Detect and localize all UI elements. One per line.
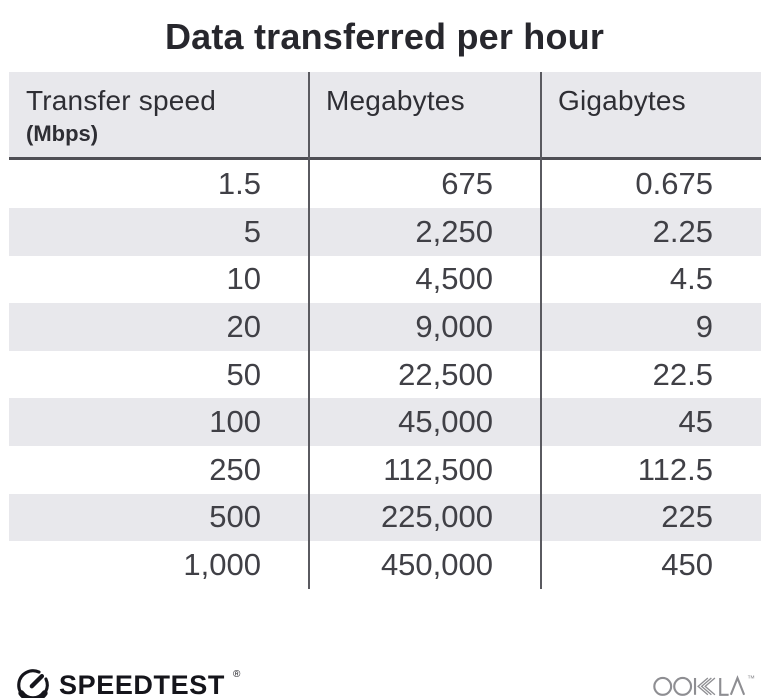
column-header-label: Transfer speed xyxy=(26,85,217,117)
table-cell: 45 xyxy=(678,404,713,440)
table-cell: 250 xyxy=(209,451,261,487)
table-cell: 5 xyxy=(243,213,261,249)
table-cell: 50 xyxy=(226,356,261,392)
table-cell: 500 xyxy=(209,499,261,535)
table-cell: 0.675 xyxy=(635,166,713,202)
table-cell: 22.5 xyxy=(652,356,713,392)
chart-title: Data transferred per hour xyxy=(164,16,605,57)
speedtest-wordmark: SPEEDTEST xyxy=(59,669,225,698)
table-cell: 10 xyxy=(226,261,261,297)
table-cell: 1,000 xyxy=(183,546,261,582)
table-row: 1,000 450,000 450 xyxy=(9,541,761,589)
column-header-label: Gigabytes xyxy=(558,85,686,117)
table-row: 50 22,500 22.5 xyxy=(9,351,761,399)
table-cell: 450,000 xyxy=(380,546,493,582)
table-cell: 112,500 xyxy=(383,451,493,487)
table-cell: 225,000 xyxy=(380,499,493,535)
table-cell: 100 xyxy=(209,404,261,440)
table-row: 1.5 675 0.675 xyxy=(9,160,761,208)
table-cell: 675 xyxy=(441,166,493,202)
table-row: 5 2,250 2.25 xyxy=(9,207,761,256)
table-cell: 4,500 xyxy=(415,261,493,297)
column-divider xyxy=(308,72,310,590)
ookla-logo: ™ xyxy=(653,673,755,698)
table-cell: 2.25 xyxy=(652,213,713,249)
speedtest-gauge-icon xyxy=(17,669,49,698)
table-cell: 112.5 xyxy=(637,451,713,487)
table-cell: 9 xyxy=(695,308,713,344)
trademark-icon: ™ xyxy=(747,673,755,683)
speedtest-logo: SPEEDTEST ® xyxy=(14,666,240,698)
column-header-megabytes: Megabytes xyxy=(309,72,541,157)
infographic: Data transferred per hour Transfer speed… xyxy=(0,16,769,698)
registered-trademark-icon: ® xyxy=(232,669,241,680)
table-row: 20 9,000 9 xyxy=(9,303,761,351)
column-header-gigabytes: Gigabytes xyxy=(541,72,761,157)
table-cell: 20 xyxy=(226,308,261,344)
table-header-row: Transfer speed (Mbps) Megabytes Gigabyte… xyxy=(9,72,761,161)
table-cell: 1.5 xyxy=(217,166,261,202)
ookla-wordmark-icon xyxy=(653,674,745,696)
table-cell: 4.5 xyxy=(669,261,713,297)
column-header-unit: (Mbps) xyxy=(26,121,99,147)
data-table: Transfer speed (Mbps) Megabytes Gigabyte… xyxy=(9,72,761,590)
table-row: 250 112,500 112.5 xyxy=(9,446,761,494)
table-row: 500 225,000 225 xyxy=(9,493,761,542)
footer: SPEEDTEST ® ™ xyxy=(14,662,755,698)
column-header-transfer-speed: Transfer speed (Mbps) xyxy=(9,72,309,157)
table-row: 10 4,500 4.5 xyxy=(9,256,761,304)
table-body: 1.5 675 0.675 5 2,250 2.25 10 4,500 4.5 20 9,000 9 5… xyxy=(9,160,761,588)
column-header-label: Megabytes xyxy=(326,85,465,117)
table-row: 100 45,000 45 xyxy=(9,398,761,446)
table-cell: 2,250 xyxy=(415,213,493,249)
table-cell: 450 xyxy=(661,546,713,582)
table-cell: 9,000 xyxy=(415,308,493,344)
table-cell: 45,000 xyxy=(398,404,493,440)
table-cell: 225 xyxy=(661,499,713,535)
column-divider xyxy=(540,72,542,590)
table-cell: 22,500 xyxy=(398,356,493,392)
